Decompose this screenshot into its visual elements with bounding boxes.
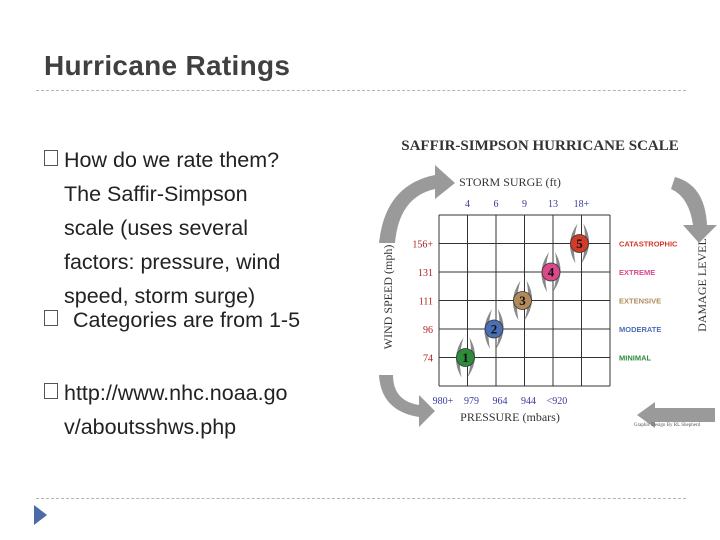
damage-level-label: EXTREME [619,268,655,277]
damage-level-label: MODERATE [619,325,661,334]
pressure-tick: 964 [493,396,508,407]
pressure-tick: 980+ [433,396,454,407]
storm-surge-tick: 9 [522,199,527,210]
next-slide-arrow-icon[interactable] [34,505,48,530]
bullet-line: factors: pressure, wind [64,250,281,274]
storm-surge-tick: 18+ [574,199,590,210]
pressure-tick: 944 [521,396,536,407]
credit-text: Graphic Design By RL Shepherd [634,423,701,428]
bullet-line: speed, storm surge) [64,284,256,308]
straight-arrow-icon [637,402,715,428]
wind-speed-tick: 111 [419,297,433,308]
link-line[interactable]: v/aboutsshws.php [64,415,237,439]
category-circle [484,319,504,339]
damage-level-label: CATASTROPHIC [619,240,678,249]
bottom-divider [36,498,686,499]
bullet-line: Categories are from 1-5 [73,308,301,332]
pressure-tick: 979 [464,396,479,407]
wind-speed-tick: 131 [418,268,433,279]
top-axis-label: STORM SURGE (ft) [459,175,561,189]
category-marker: 1 [455,337,476,378]
link-line[interactable]: http://www.nhc.noaa.go [64,381,288,405]
wind-speed-tick: 156+ [412,240,433,251]
left-axis-label: WIND SPEED (mph) [381,245,395,350]
storm-surge-tick: 6 [494,199,499,210]
category-number: 4 [548,265,555,280]
checkbox-bullet-icon [44,150,58,166]
category-circle [456,348,475,367]
category-number: 1 [462,350,469,365]
bullet-line: The Saffir-Simpson [64,182,248,206]
category-number: 3 [519,293,526,308]
bullet-line: How do we rate them? [64,148,280,172]
damage-level-label: MINIMAL [619,354,651,363]
bullet-item-categories: Categories are from 1-5 [44,303,354,337]
right-axis-label: DAMAGE LEVEL [695,238,709,332]
bullet-item-rating-question: How do we rate them? The Saffir-Simpson … [44,143,354,313]
category-marker: 2 [484,309,504,349]
curved-arrow-icon [379,165,455,243]
checkbox-bullet-icon [44,383,58,399]
curved-arrow-icon [379,375,435,427]
storm-surge-tick: 4 [465,199,470,210]
category-marker: 4 [541,252,561,292]
top-divider [36,90,686,91]
diagram-title: SAFFIR-SIMPSON HURRICANE SCALE [401,138,679,154]
pressure-tick: <920 [547,396,568,407]
saffir-simpson-diagram: SAFFIR-SIMPSON HURRICANE SCALE STORM SUR… [355,125,720,435]
curved-arrow-icon [671,177,717,243]
category-number: 2 [491,322,498,337]
category-number: 5 [576,236,583,251]
bottom-axis-label: PRESSURE (mbars) [460,410,560,424]
storm-surge-tick: 13 [548,199,558,210]
category-circle [570,234,589,253]
checkbox-bullet-icon [44,310,58,326]
category-marker: 3 [512,280,533,321]
damage-level-label: EXTENSIVE [619,297,661,306]
wind-speed-tick: 96 [423,325,433,336]
bullet-line: scale (uses several [64,216,249,240]
bullet-item-link[interactable]: http://www.nhc.noaa.go v/aboutsshws.php [44,376,344,444]
category-circle [541,262,561,282]
wind-speed-tick: 74 [423,354,433,365]
category-marker: 5 [569,223,590,264]
category-circle [513,291,532,310]
slide-title: Hurricane Ratings [44,50,291,81]
